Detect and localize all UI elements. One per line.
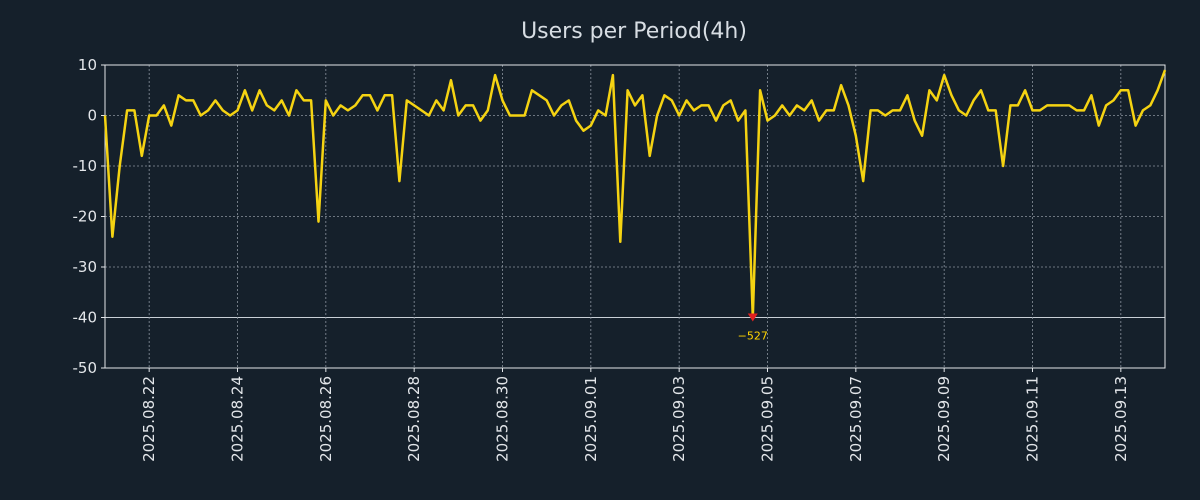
min-marker-icon (747, 313, 758, 322)
x-tick-label: 2025.09.11 (1024, 376, 1042, 462)
x-tick-label: 2025.08.24 (229, 376, 247, 462)
grid (105, 64, 1165, 369)
tick-labels: 10 0 -10 -20 -30 -40 -50 2025.08.22 2025.08.24 20… (73, 56, 1130, 462)
y-tick-label: -40 (73, 309, 98, 327)
y-tick-label: -50 (73, 359, 98, 377)
y-tick-label: -30 (73, 258, 98, 276)
x-tick-label: 2025.08.22 (140, 376, 158, 462)
x-tick-label: 2025.09.03 (670, 376, 688, 462)
x-tick-label: 2025.08.26 (317, 376, 335, 462)
annotation-layer: −527 (738, 313, 768, 343)
y-tick-label: 0 (87, 107, 97, 125)
y-tick-label: 10 (78, 56, 97, 74)
x-tick-label: 2025.09.07 (847, 376, 865, 462)
chart-title: Users per Period(4h) (521, 19, 747, 44)
series-layer (103, 69, 1167, 319)
y-tick-label: -20 (73, 208, 98, 226)
x-tick-label: 2025.09.09 (935, 376, 953, 462)
y-tick-label: -10 (73, 157, 98, 175)
plot-frame (104, 64, 1166, 369)
series-line (103, 69, 1167, 319)
x-tick-label: 2025.09.13 (1112, 376, 1130, 462)
min-annotation-label: −527 (738, 330, 768, 343)
x-tick-label: 2025.08.28 (405, 376, 423, 462)
x-tick-label: 2025.09.01 (582, 376, 600, 462)
axes (101, 64, 1166, 372)
x-tick-label: 2025.08.30 (494, 376, 512, 462)
x-tick-label: 2025.09.05 (759, 376, 777, 462)
